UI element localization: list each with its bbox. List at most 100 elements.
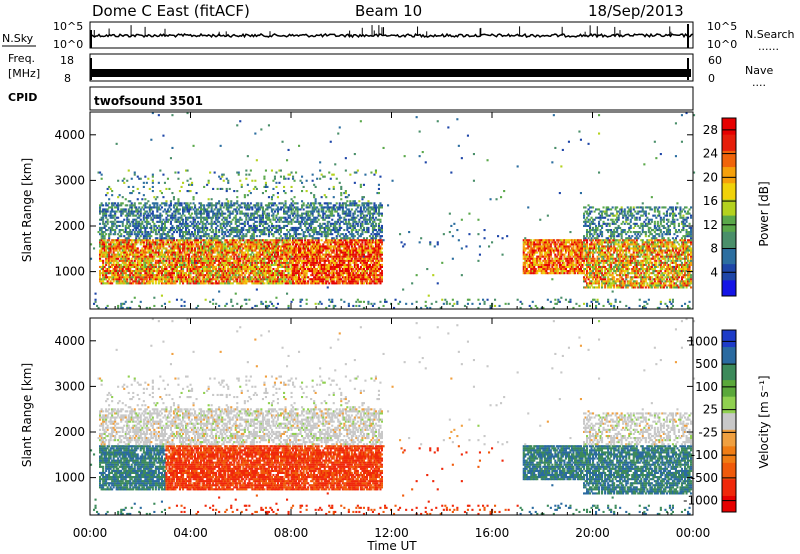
power-cell	[333, 206, 335, 208]
power-cell	[111, 208, 113, 210]
power-cell	[191, 206, 193, 208]
power-cell	[129, 280, 131, 282]
power-cell	[260, 223, 262, 225]
power-cell	[301, 229, 303, 231]
power-cell	[212, 264, 214, 266]
power-cell	[177, 198, 179, 200]
power-cell	[274, 202, 276, 204]
power-cell	[126, 204, 128, 206]
power-cell	[333, 250, 335, 252]
power-cell	[278, 241, 280, 243]
power-cell	[313, 204, 315, 206]
power-cell	[144, 254, 146, 256]
power-cell	[156, 241, 158, 243]
power-cell	[263, 231, 265, 233]
power-cell	[158, 114, 160, 116]
power-cell	[295, 252, 297, 254]
power-cell	[170, 202, 172, 204]
power-cell	[197, 239, 199, 241]
power-cell	[324, 262, 326, 264]
power-cell	[218, 217, 220, 219]
power-cell	[155, 282, 157, 284]
power-cell	[301, 215, 303, 217]
power-cell	[241, 250, 243, 252]
power-cell	[288, 211, 290, 213]
power-cell	[185, 229, 187, 231]
power-cell	[292, 219, 294, 221]
power-cell	[245, 170, 247, 172]
power-cell	[153, 305, 155, 307]
power-cell	[144, 213, 146, 215]
power-cell	[102, 219, 104, 221]
power-cell	[179, 190, 181, 192]
power-cell	[179, 245, 181, 247]
power-cell	[235, 215, 237, 217]
power-cell	[297, 217, 299, 219]
power-cell	[300, 305, 302, 307]
power-cell	[292, 262, 294, 264]
power-cell	[235, 208, 237, 210]
power-cell	[245, 303, 247, 305]
power-cell	[218, 260, 220, 262]
power-cell	[215, 303, 217, 305]
power-cell	[268, 229, 270, 231]
power-cell	[123, 182, 125, 184]
power-cells	[90, 112, 695, 309]
power-cell	[191, 184, 193, 186]
power-cell	[164, 225, 166, 227]
power-cell	[336, 223, 338, 225]
power-cell	[236, 303, 238, 305]
power-cell	[122, 268, 124, 270]
power-cell	[113, 221, 115, 223]
power-cell	[304, 280, 306, 282]
power-cell	[289, 215, 291, 217]
power-cell	[170, 204, 172, 206]
power-cell	[288, 264, 290, 266]
power-cell	[125, 229, 127, 231]
power-cell	[263, 268, 265, 270]
power-cell	[277, 268, 279, 270]
power-cell	[238, 174, 240, 176]
power-cell	[241, 211, 243, 213]
power-cell	[333, 270, 335, 272]
power-cell	[119, 194, 121, 196]
power-cell	[150, 262, 152, 264]
power-cell	[324, 176, 326, 178]
power-cell	[224, 270, 226, 272]
power-cell	[152, 239, 154, 241]
power-cell	[212, 217, 214, 219]
power-cell	[298, 276, 300, 278]
power-cell	[99, 172, 101, 174]
power-cell	[206, 237, 208, 239]
power-cell	[113, 225, 115, 227]
power-cell	[266, 239, 268, 241]
power-cell	[174, 282, 176, 284]
power-cell	[331, 213, 333, 215]
power-cell	[292, 200, 294, 202]
power-cell	[312, 235, 314, 237]
power-cell	[104, 231, 106, 233]
power-cell	[194, 231, 196, 233]
power-cell	[173, 239, 175, 241]
power-cell	[315, 200, 317, 202]
power-cell	[291, 206, 293, 208]
power-cell	[265, 221, 267, 223]
power-cell	[101, 202, 103, 204]
power-cell	[120, 305, 122, 307]
power-cell	[312, 274, 314, 276]
power-cell	[327, 278, 329, 280]
power-cell	[131, 206, 133, 208]
power-cell	[257, 211, 259, 213]
power-cell	[339, 276, 341, 278]
power-cell	[161, 235, 163, 237]
power-cell	[171, 276, 173, 278]
power-cell	[220, 145, 222, 147]
power-cell	[280, 170, 282, 172]
power-cell	[190, 237, 192, 239]
power-cell	[309, 243, 311, 245]
power-cell	[295, 235, 297, 237]
power-cell	[256, 305, 258, 307]
power-cell	[168, 231, 170, 233]
power-cell	[119, 231, 121, 233]
power-cell	[190, 225, 192, 227]
